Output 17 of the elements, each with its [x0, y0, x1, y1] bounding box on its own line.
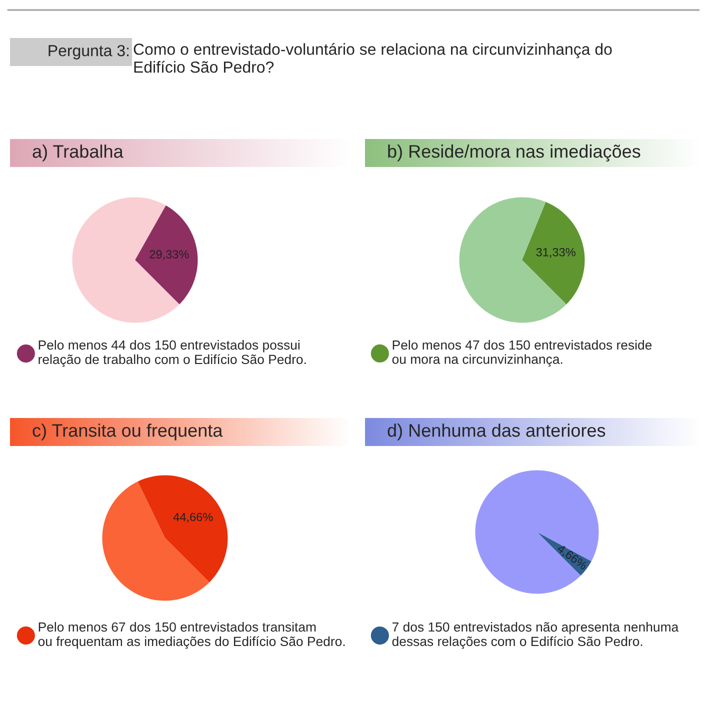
- legend-label: 7 dos 150 entrevistados não apresenta nenhuma dessas relações com o Edifício São Pedro.: [392, 622, 679, 649]
- data-label: 29,33%: [150, 250, 189, 260]
- chart-title: a) Trabalha: [32, 144, 124, 162]
- data-label: 31,33%: [536, 248, 576, 258]
- chart-title: b) Reside/mora nas imediações: [388, 144, 640, 162]
- text: Como o entrevistado-voluntário se relaciona na circunvizinhança do Edifício São Pedro?: [134, 43, 612, 73]
- chart-title: d) Nenhuma das anteriores: [388, 424, 606, 440]
- pie-slice: [138, 475, 228, 582]
- pie-slice: [475, 470, 599, 594]
- data-label: 44,66%: [173, 512, 213, 523]
- chart-title: c) Transita ou frequenta: [32, 424, 223, 440]
- pie-slice: [135, 205, 198, 304]
- pie-slice: [522, 202, 585, 304]
- text: Pergunta 3:: [48, 44, 129, 60]
- legend-label: Pelo menos 47 dos 150 entrevistados reside ou mora na circunvizinhança.: [392, 340, 652, 367]
- legend-label: Pelo menos 44 dos 150 entrevistados possui relação de trabalho com o Edifício São Pedro.: [38, 340, 306, 367]
- legend-label: Pelo menos 67 dos 150 entrevistados transitam ou frequentam as imediações do Edifício São Pedro.: [38, 622, 345, 649]
